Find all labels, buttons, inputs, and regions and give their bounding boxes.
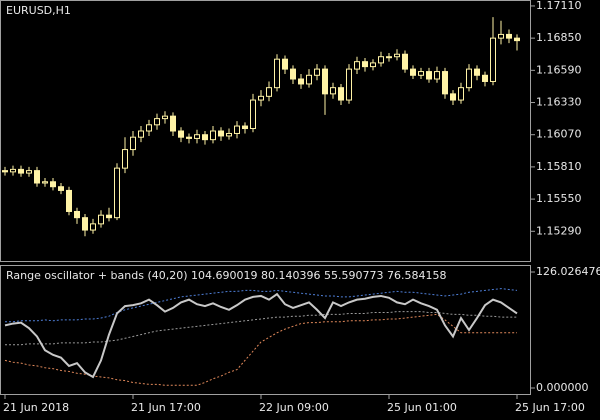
- candle-body: [210, 130, 216, 141]
- candle-body: [10, 168, 16, 173]
- candle-body: [410, 68, 416, 76]
- candle-body: [50, 181, 56, 188]
- candle-body: [26, 170, 32, 174]
- y-tick-label: 0.000000: [536, 381, 589, 394]
- candle-body: [290, 68, 296, 80]
- candle-body: [442, 71, 448, 95]
- candle-body: [146, 124, 152, 132]
- candle-body: [458, 87, 464, 101]
- candle-body: [394, 53, 400, 58]
- candle-body: [474, 68, 480, 76]
- series-line: [4, 313, 517, 386]
- candle-body: [202, 134, 208, 141]
- candle-body: [378, 56, 384, 64]
- candle-body: [234, 125, 240, 134]
- candle-body: [2, 170, 8, 173]
- candle-body: [402, 53, 408, 70]
- indicator-frame: [0, 265, 531, 395]
- candle-body: [354, 61, 360, 70]
- candle-body: [74, 210, 80, 219]
- series-line: [5, 288, 518, 323]
- candle-body: [314, 68, 320, 76]
- candle-body: [58, 186, 64, 191]
- candle-body: [362, 61, 368, 68]
- y-tick-label: 1.16590: [536, 63, 582, 76]
- candle-body: [506, 33, 512, 39]
- y-tick-label: 1.16330: [536, 96, 582, 109]
- candle-body: [98, 214, 104, 225]
- x-tick-label: 21 Jun 17:00: [131, 401, 201, 414]
- candle-body: [498, 33, 504, 39]
- y-tick-label: 1.16850: [536, 31, 582, 44]
- y-tick-label: 126.026476: [536, 265, 600, 278]
- candle-body: [338, 87, 344, 101]
- candle-body: [482, 74, 488, 82]
- candle-body: [178, 130, 184, 138]
- candle-body: [386, 56, 392, 59]
- candle-body: [138, 130, 144, 138]
- x-tick-label: 25 Jun 01:00: [387, 401, 457, 414]
- candle-body: [106, 214, 112, 219]
- x-tick-label: 25 Jun 17:00: [515, 401, 585, 414]
- candle-body: [114, 167, 120, 219]
- candle-body: [162, 115, 168, 120]
- candle-body: [450, 93, 456, 101]
- candle-body: [370, 62, 376, 68]
- candle-body: [34, 170, 40, 184]
- y-tick-label: 1.15290: [536, 224, 582, 237]
- candle-body: [82, 217, 88, 231]
- candle-body: [434, 71, 440, 80]
- candle-body: [274, 58, 280, 89]
- x-tick-label: 21 Jun 2018: [3, 401, 69, 414]
- candle-body: [282, 58, 288, 70]
- main-frame: [0, 0, 531, 262]
- candle-body: [306, 74, 312, 85]
- candle-body: [298, 78, 304, 85]
- candle-body: [258, 95, 264, 101]
- candle-body: [426, 71, 432, 80]
- candle-body: [90, 223, 96, 231]
- candle-body: [18, 168, 24, 174]
- candle-body: [242, 125, 248, 130]
- candle-body: [218, 130, 224, 137]
- candle-body: [418, 71, 424, 76]
- candle-body: [330, 87, 336, 95]
- y-tick-label: 1.16070: [536, 128, 582, 141]
- candle-body: [170, 115, 176, 132]
- candle-body: [322, 68, 328, 95]
- candle-body: [186, 136, 192, 139]
- candle-body: [66, 189, 72, 212]
- candle-body: [122, 149, 128, 169]
- candle-body: [266, 87, 272, 97]
- series-line: [4, 292, 518, 379]
- y-tick-label: 1.15550: [536, 192, 582, 205]
- candle-body: [490, 37, 496, 82]
- x-tick-label: 22 Jun 09:00: [259, 401, 329, 414]
- candle-body: [250, 99, 256, 130]
- candle-body: [194, 134, 200, 139]
- y-tick-label: 1.17110: [536, 0, 582, 12]
- candle-body: [466, 68, 472, 89]
- candle-body: [346, 68, 352, 101]
- series-line: [5, 311, 517, 346]
- y-tick-label: 1.15810: [536, 160, 582, 173]
- candle-body: [154, 118, 160, 126]
- indicator-title: Range oscillator + bands (40,20) 104.690…: [6, 269, 446, 282]
- candle-body: [514, 37, 520, 42]
- chart-title: EURUSD,H1: [6, 4, 71, 17]
- candle-body: [130, 136, 136, 151]
- candle-body: [226, 132, 232, 137]
- candle-body: [42, 181, 48, 184]
